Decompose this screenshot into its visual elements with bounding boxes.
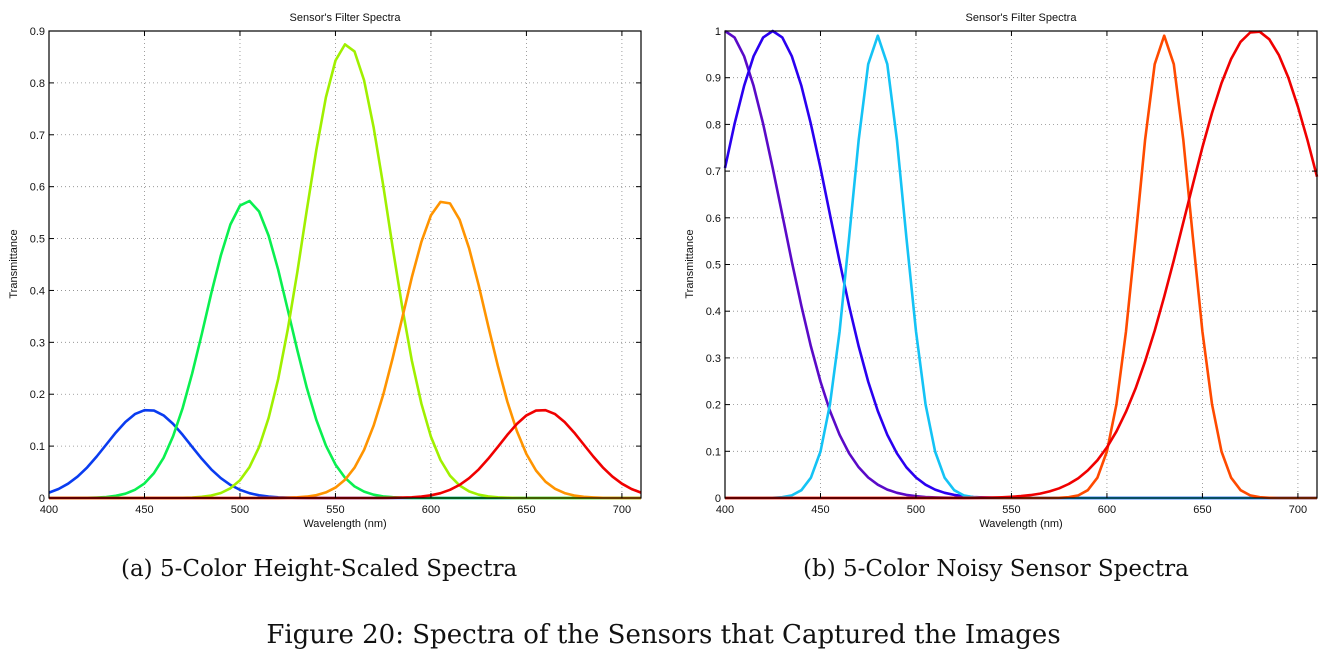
- chart-b-series-3: [725, 34, 1317, 500]
- chart-a-ytick-label: 0.5: [30, 234, 45, 246]
- chart-a-series-2: [49, 199, 641, 500]
- chart-a-ytick-label: 0.8: [30, 78, 45, 90]
- chart-b-ytick-label: 1: [715, 26, 721, 38]
- chart-b-ytick-label: 0.7: [706, 166, 721, 178]
- chart-b-xtick-label: 450: [811, 504, 829, 516]
- figure-caption: Figure 20: Spectra of the Sensors that C…: [266, 620, 1061, 650]
- chart-b-svg: Sensor's Filter Spectra 400 450 500 550 600 6…: [684, 12, 1319, 530]
- chart-a-series-1: [48, 408, 641, 500]
- chart-b-xtick-label: 500: [907, 504, 925, 516]
- chart-b-ylabel: Transmittance: [684, 229, 696, 298]
- chart-b: Sensor's Filter Spectra 400 450 500 550 600 6…: [670, 0, 1327, 530]
- chart-a-xtick-label: 550: [326, 504, 344, 516]
- chart-a-title: Sensor's Filter Spectra: [290, 12, 402, 24]
- chart-b-xtick-label: 650: [1193, 504, 1211, 516]
- chart-b-ytick-label: 0.5: [706, 260, 721, 272]
- chart-b-ytick-label: 0.6: [706, 213, 721, 225]
- chart-a-xtick-label: 650: [517, 504, 535, 516]
- chart-a-xtick-label: 500: [231, 504, 249, 516]
- chart-a-svg: Sensor's Filter Spectra 400 450 500 550 600 6…: [8, 12, 642, 530]
- panel-a-caption: (a) 5-Color Height-Scaled Spectra: [121, 556, 518, 582]
- chart-a-xtick-label: 700: [613, 504, 631, 516]
- chart-a-series-3: [49, 43, 641, 500]
- chart-a-ytick-label: 0.3: [30, 337, 45, 349]
- chart-a-ytick-label: 0.7: [30, 130, 45, 142]
- chart-a-ytick-label: 0.2: [30, 389, 45, 401]
- chart-a: Sensor's Filter Spectra 400 450 500 550 600 6…: [0, 0, 660, 530]
- chart-b-ytick-label: 0.2: [706, 400, 721, 412]
- chart-b-xtick-label: 600: [1098, 504, 1116, 516]
- chart-b-ytick-label: 0.4: [706, 306, 721, 318]
- chart-b-xtick-label: 700: [1289, 504, 1307, 516]
- chart-a-axes-frame: [48, 30, 642, 499]
- chart-b-xtick-label: 550: [1002, 504, 1020, 516]
- chart-a-ylabel: Transmittance: [8, 229, 20, 298]
- chart-b-ytick-label: 0.1: [706, 446, 721, 458]
- chart-b-title: Sensor's Filter Spectra: [966, 12, 1078, 24]
- chart-b-ytick-label: 0.8: [706, 119, 721, 131]
- chart-a-xlabel: Wavelength (nm): [303, 518, 386, 530]
- chart-b-xlabel: Wavelength (nm): [979, 518, 1062, 530]
- chart-a-ytick-label: 0.9: [30, 26, 45, 38]
- chart-b-ytick-label: 0.9: [706, 73, 721, 85]
- chart-b-series-4: [725, 34, 1317, 500]
- chart-b-ytick-label: 0: [715, 493, 721, 505]
- chart-a-xtick-label: 600: [422, 504, 440, 516]
- chart-a-ytick-label: 0.4: [30, 285, 45, 297]
- chart-a-ytick-label: 0.1: [30, 441, 45, 453]
- chart-a-series-5: [49, 408, 642, 500]
- chart-b-xtick-label: 400: [716, 504, 734, 516]
- chart-a-xtick-label: 450: [135, 504, 153, 516]
- chart-a-ytick-label: 0: [39, 493, 45, 505]
- chart-b-ytick-label: 0.3: [706, 353, 721, 365]
- chart-a-ytick-label: 0.6: [30, 182, 45, 194]
- chart-a-xtick-label: 400: [40, 504, 58, 516]
- panel-b-caption: (b) 5-Color Noisy Sensor Spectra: [803, 556, 1189, 582]
- chart-a-series-4: [49, 200, 641, 500]
